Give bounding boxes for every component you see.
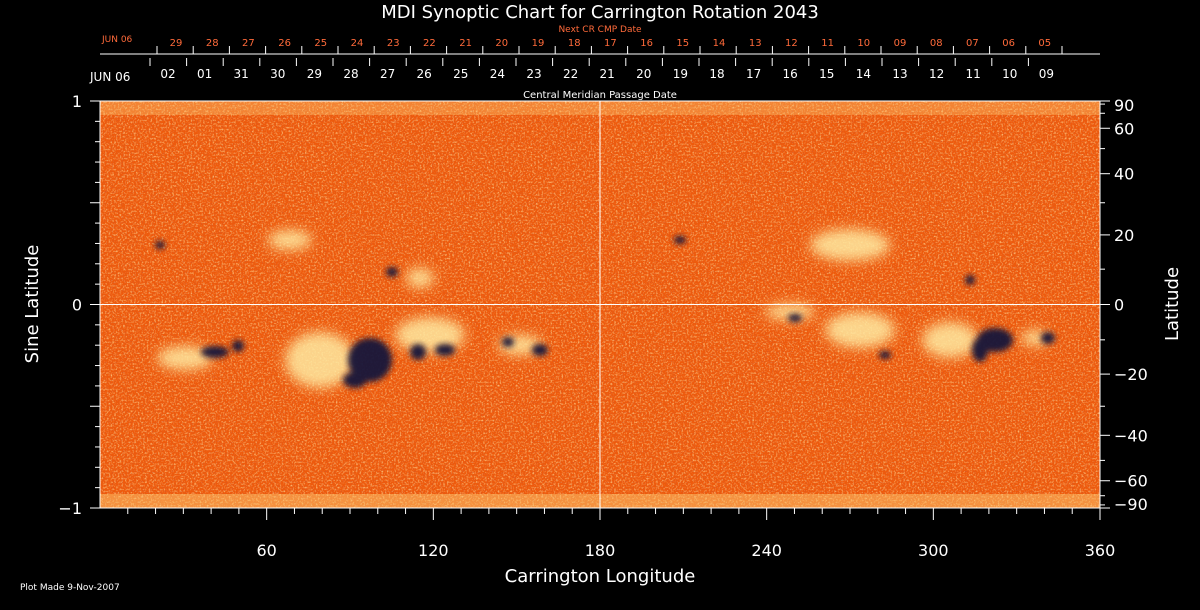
negative-flux-regions [155, 236, 1055, 388]
next-cr-date: 27 [242, 38, 255, 49]
cmp-date: 02 [160, 67, 175, 81]
next-cr-date: 19 [532, 38, 545, 49]
latitude-tick-label: −90 [1114, 495, 1148, 514]
y-tick-label: −1 [58, 499, 82, 518]
cmp-date: 17 [746, 67, 761, 81]
next-cr-date: 07 [966, 38, 979, 49]
cmp-date: 29 [307, 67, 322, 81]
x-axis: 60 120 180 240 300 360 [127, 508, 1116, 560]
latitude-tick-label: 40 [1114, 165, 1134, 184]
x-tick-label: 60 [256, 541, 276, 560]
cmp-date: 10 [1002, 67, 1017, 81]
cmp-date: 19 [673, 67, 688, 81]
x-tick-label: 240 [751, 541, 782, 560]
plot-made-note: Plot Made 9-Nov-2007 [20, 583, 120, 593]
latitude-tick-label: −20 [1114, 365, 1148, 384]
latitude-tick-label: 90 [1114, 96, 1134, 115]
next-cr-date: 25 [314, 38, 327, 49]
next-cr-date: 05 [1038, 38, 1051, 49]
x-axis-title: Carrington Longitude [505, 566, 696, 587]
next-cr-date: 08 [930, 38, 943, 49]
next-cr-date: 20 [495, 38, 508, 49]
next-cr-date: 12 [785, 38, 798, 49]
next-cr-date: 06 [1002, 38, 1015, 49]
cmp-date: 30 [270, 67, 285, 81]
cmp-date: 09 [1039, 67, 1054, 81]
latitude-tick-label: 0 [1114, 296, 1124, 315]
cmp-date: 20 [636, 67, 651, 81]
next-cr-axis-label: Next CR CMP Date [558, 25, 642, 35]
next-cr-date: 24 [351, 38, 364, 49]
cmp-date: 13 [892, 67, 907, 81]
cmp-date: 14 [856, 67, 871, 81]
next-cr-date: 14 [713, 38, 726, 49]
cmp-date: 22 [563, 67, 578, 81]
next-cr-date: 11 [821, 38, 834, 49]
cmp-date: 24 [490, 67, 505, 81]
latitude-tick-label: −40 [1114, 426, 1148, 445]
y-axis-right: 90 60 40 20 0 −20 −40 −60 −90 [1100, 96, 1148, 514]
next-cr-date: 16 [640, 38, 653, 49]
cmp-date: 15 [819, 67, 834, 81]
cmp-date: 26 [417, 67, 432, 81]
cmp-date: 11 [966, 67, 981, 81]
x-tick-label: 360 [1085, 541, 1116, 560]
cmp-date: 12 [929, 67, 944, 81]
cmp-axis-label: Central Meridian Passage Date [523, 90, 677, 101]
next-cr-date: 26 [278, 38, 291, 49]
y-axis-left-title: Sine Latitude [22, 245, 43, 364]
next-cr-date: 15 [676, 38, 689, 49]
x-tick-label: 120 [418, 541, 449, 560]
x-tick-label: 300 [918, 541, 949, 560]
next-cr-start-label: JUN 06 [101, 35, 133, 45]
cmp-date: 27 [380, 67, 395, 81]
next-cr-date: 18 [568, 38, 581, 49]
cmp-date: 23 [526, 67, 541, 81]
y-axis-right-title: Latitude [1162, 267, 1183, 341]
y-tick-label: 1 [72, 92, 82, 111]
latitude-tick-label: 20 [1114, 226, 1134, 245]
next-cr-date: 23 [387, 38, 400, 49]
latitude-tick-label: 60 [1114, 119, 1134, 138]
next-cr-date: 17 [604, 38, 617, 49]
cmp-date: 01 [197, 67, 212, 81]
next-cr-date: 21 [459, 38, 472, 49]
next-cr-axis: JUN 06 29 28 27 26 25 24 23 22 21 20 19 18 17 16 15 14 13… [100, 25, 1100, 55]
x-tick-label: 180 [585, 541, 616, 560]
latitude-tick-label: −60 [1114, 472, 1148, 491]
cmp-date: 16 [783, 67, 798, 81]
plot-area [100, 101, 1100, 508]
cmp-date: 28 [343, 67, 358, 81]
next-cr-date: 09 [894, 38, 907, 49]
positive-flux-regions [157, 229, 1049, 388]
next-cr-date: 10 [857, 38, 870, 49]
next-cr-date: 13 [749, 38, 762, 49]
next-cr-date: 28 [206, 38, 219, 49]
cmp-date: 21 [600, 67, 615, 81]
chart-title: MDI Synoptic Chart for Carrington Rotati… [381, 2, 819, 23]
y-axis-left: −1 0 1 [58, 92, 100, 518]
cmp-date: 25 [453, 67, 468, 81]
cmp-start-label: JUN 06 [89, 70, 130, 84]
cmp-date: 18 [709, 67, 724, 81]
next-cr-date: 29 [170, 38, 183, 49]
cmp-date: 31 [234, 67, 249, 81]
next-cr-date: 22 [423, 38, 436, 49]
y-tick-label: 0 [72, 296, 82, 315]
